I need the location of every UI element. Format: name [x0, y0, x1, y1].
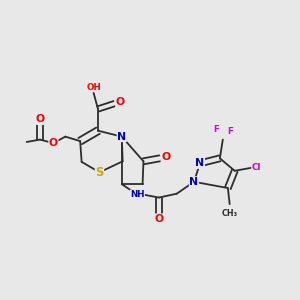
Text: F: F: [213, 125, 219, 134]
Text: Cl: Cl: [252, 163, 261, 172]
Text: N: N: [195, 158, 205, 168]
Text: O: O: [116, 98, 125, 107]
Text: O: O: [154, 214, 164, 224]
Text: NH: NH: [130, 190, 145, 199]
Text: S: S: [95, 166, 104, 179]
Text: OH: OH: [86, 83, 101, 92]
Text: O: O: [49, 138, 58, 148]
Text: F: F: [227, 127, 233, 136]
Text: O: O: [161, 152, 170, 162]
Text: O: O: [35, 114, 45, 124]
Text: CH₃: CH₃: [222, 209, 238, 218]
Text: N: N: [117, 132, 126, 142]
Text: N: N: [189, 177, 199, 187]
